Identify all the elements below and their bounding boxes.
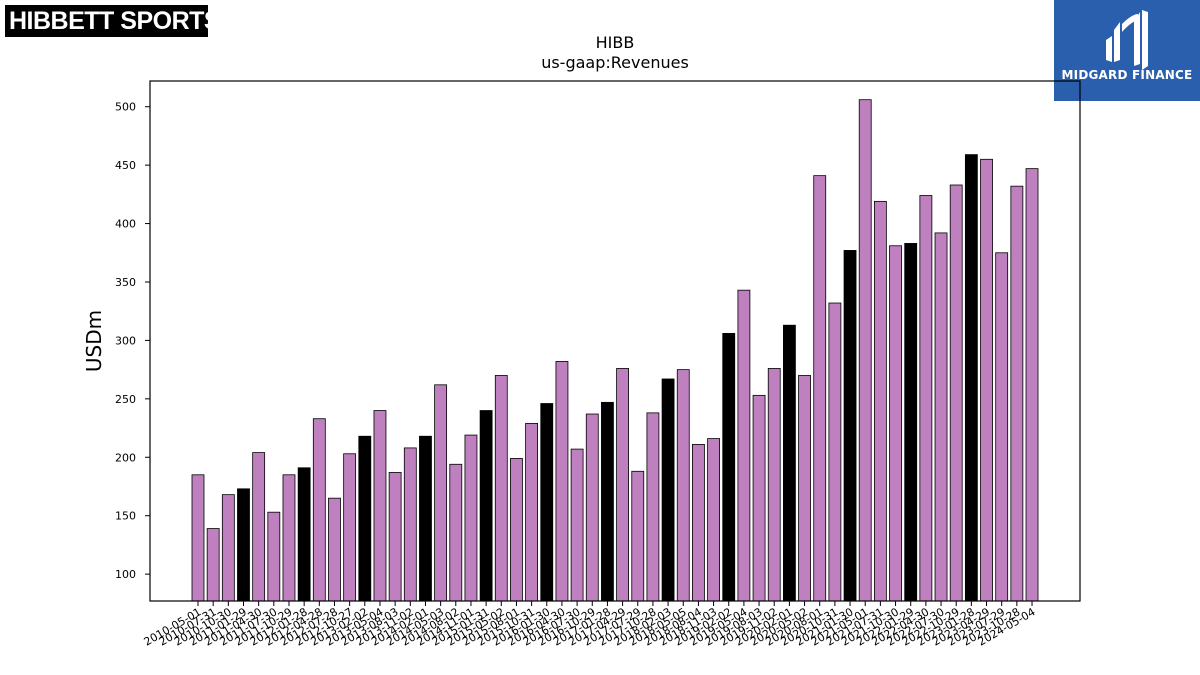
bar [221, 494, 235, 602]
bar [282, 474, 296, 602]
bar [358, 435, 372, 602]
bar [752, 394, 766, 602]
bar [403, 447, 417, 602]
bar [783, 324, 796, 602]
bar [494, 375, 508, 602]
bar [252, 452, 266, 602]
bar [934, 232, 948, 602]
bar [980, 158, 993, 602]
bar [813, 175, 827, 602]
bar [964, 154, 978, 602]
bar [828, 302, 842, 602]
bar [419, 435, 432, 602]
bar [858, 99, 872, 602]
bar [798, 375, 811, 602]
bar [373, 410, 387, 602]
bar [510, 458, 523, 602]
bar [767, 368, 781, 602]
bar [631, 470, 645, 602]
bar [692, 444, 705, 602]
bar [889, 245, 902, 602]
bar [328, 497, 341, 602]
bar [464, 434, 478, 602]
bar [843, 250, 857, 602]
registered-mark: ® [221, 15, 229, 27]
bar [585, 413, 599, 602]
y-tick-label: 400 [115, 218, 136, 231]
bar [676, 369, 690, 602]
y-tick-label: 250 [115, 393, 136, 406]
bar [267, 511, 281, 602]
y-tick-label: 300 [115, 334, 136, 347]
bar [206, 528, 220, 602]
bar [919, 195, 933, 602]
bar [297, 467, 311, 602]
y-tick-label: 100 [115, 568, 136, 581]
bar [343, 453, 357, 602]
bar [661, 378, 675, 602]
bar [525, 422, 539, 602]
bar [949, 184, 963, 602]
chart-subtitle: us-gaap:Revenues [541, 53, 689, 72]
plot-frame [149, 80, 1081, 602]
bar [737, 289, 751, 602]
bar [388, 472, 402, 602]
bar [722, 332, 736, 602]
bar [312, 418, 326, 602]
hibbett-logo-text: HIBBETT SPORTS [9, 7, 221, 35]
y-tick-label: 500 [115, 101, 136, 114]
bar [191, 474, 205, 602]
bar [904, 243, 918, 602]
bar [449, 463, 463, 602]
bar [540, 403, 554, 602]
midgard-finance-logo: MIDGARD FINANCE [1054, 0, 1200, 101]
bar [601, 401, 614, 602]
bar [1025, 168, 1039, 602]
y-tick-label: 450 [115, 159, 136, 172]
chart-title: HIBB [595, 33, 635, 52]
bar [570, 448, 584, 602]
y-tick-label: 350 [115, 276, 136, 289]
bar [1010, 185, 1024, 602]
bar [555, 361, 569, 602]
bar [707, 438, 720, 602]
bar [873, 200, 887, 602]
y-tick-label: 150 [115, 510, 136, 523]
midgard-logo-text: MIDGARD FINANCE [1061, 68, 1193, 82]
hibbett-sports-logo: HIBBETT SPORTS ® [5, 5, 229, 37]
bar [479, 410, 493, 602]
bar [237, 488, 250, 602]
bar [434, 384, 448, 602]
bar [616, 368, 629, 602]
midgard-mh-icon [1106, 10, 1148, 70]
bar [995, 252, 1009, 602]
y-tick-label: 200 [115, 451, 136, 464]
y-axis-label: USDm [82, 310, 106, 372]
bar [646, 412, 660, 602]
